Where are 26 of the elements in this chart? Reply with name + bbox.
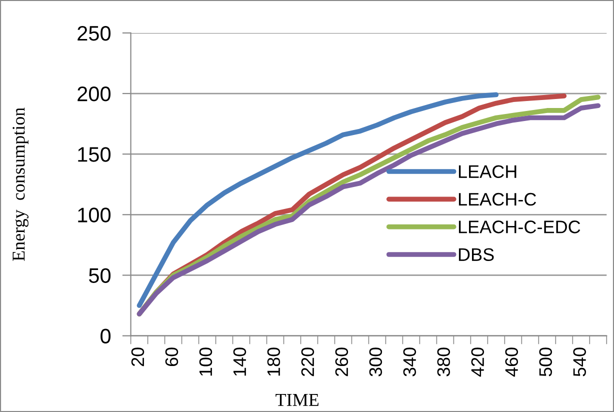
y-tick-label: 250 — [78, 26, 111, 41]
x-tick-label: 220 — [301, 348, 314, 376]
x-tick-label: 100 — [199, 348, 212, 376]
x-tick-label: 500 — [539, 348, 552, 376]
x-tick-label: 460 — [505, 348, 518, 377]
y-axis-title: Energy consumption — [12, 108, 28, 261]
legend-label: LEACH-C-EDC — [458, 220, 580, 234]
legend-label: LEACH-C — [458, 192, 536, 206]
x-tick-label: 180 — [267, 348, 280, 376]
x-axis-title: TIME — [276, 394, 318, 406]
y-tick-label: 100 — [78, 208, 111, 222]
y-tick-label: 0 — [100, 328, 111, 344]
x-tick-label: 300 — [369, 348, 382, 376]
x-tick-label: 140 — [233, 348, 246, 376]
y-tick-label: 200 — [78, 86, 111, 102]
y-tick-label: 50 — [89, 268, 111, 283]
x-tick-label: 20 — [131, 348, 144, 366]
x-tick-label: 540 — [573, 348, 586, 376]
y-tick-label: 150 — [78, 147, 111, 162]
x-tick-label: 260 — [335, 348, 348, 376]
x-tick-label: 420 — [471, 348, 484, 377]
legend-label: LEACH — [458, 165, 516, 178]
x-tick-label: 380 — [437, 348, 450, 376]
x-tick-label: 340 — [403, 348, 416, 376]
legend-label: DBS — [458, 248, 494, 261]
x-tick-label: 60 — [165, 348, 178, 366]
